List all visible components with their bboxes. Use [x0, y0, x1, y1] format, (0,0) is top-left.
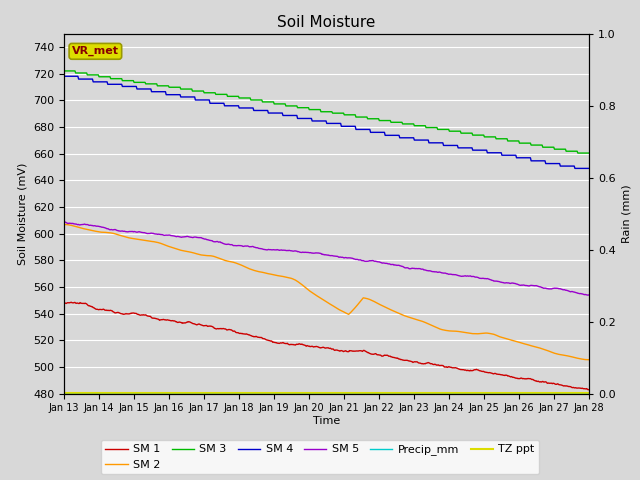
- SM 5: [585, 292, 593, 298]
- Precip_mm: [585, 391, 593, 396]
- SM 2: [60, 222, 68, 228]
- Precip_mm: [390, 391, 397, 396]
- SM 2: [70, 223, 77, 229]
- SM 1: [70, 300, 78, 305]
- SM 5: [124, 229, 131, 235]
- Y-axis label: Soil Moisture (mV): Soil Moisture (mV): [17, 162, 28, 265]
- SM 4: [124, 84, 131, 89]
- TZ ppt: [585, 390, 593, 396]
- SM 5: [205, 237, 212, 243]
- SM 1: [391, 355, 399, 360]
- SM 2: [124, 235, 131, 240]
- SM 1: [60, 300, 68, 306]
- SM 5: [405, 266, 413, 272]
- SM 4: [70, 73, 77, 79]
- SM 1: [584, 387, 592, 393]
- Precip_mm: [205, 391, 212, 396]
- SM 3: [70, 68, 77, 74]
- Precip_mm: [70, 391, 77, 396]
- Line: SM 2: SM 2: [64, 225, 589, 360]
- SM 3: [574, 150, 582, 156]
- SM 4: [405, 135, 413, 141]
- Line: SM 5: SM 5: [64, 222, 589, 295]
- TZ ppt: [124, 390, 131, 396]
- Y-axis label: Rain (mm): Rain (mm): [621, 184, 631, 243]
- SM 2: [205, 253, 212, 259]
- TZ ppt: [70, 390, 77, 396]
- SM 2: [585, 357, 593, 362]
- SM 1: [585, 387, 593, 393]
- TZ ppt: [205, 390, 212, 396]
- Precip_mm: [60, 391, 68, 396]
- SM 1: [67, 300, 75, 305]
- SM 3: [585, 150, 593, 156]
- TZ ppt: [60, 390, 68, 396]
- TZ ppt: [390, 390, 397, 396]
- Line: SM 3: SM 3: [64, 71, 589, 153]
- SM 4: [571, 166, 579, 171]
- SM 4: [60, 73, 68, 79]
- TZ ppt: [177, 390, 184, 396]
- SM 1: [178, 320, 186, 325]
- SM 5: [177, 234, 184, 240]
- Precip_mm: [177, 391, 184, 396]
- SM 3: [390, 120, 397, 125]
- SM 5: [584, 292, 592, 298]
- SM 3: [177, 86, 184, 92]
- SM 4: [177, 94, 184, 100]
- SM 1: [124, 311, 132, 317]
- SM 5: [60, 219, 68, 225]
- SM 3: [60, 68, 68, 74]
- Title: Soil Moisture: Soil Moisture: [277, 15, 376, 30]
- SM 3: [205, 90, 212, 96]
- Text: VR_met: VR_met: [72, 46, 119, 57]
- SM 2: [177, 247, 184, 253]
- Precip_mm: [405, 391, 413, 396]
- SM 1: [205, 324, 213, 329]
- SM 3: [124, 78, 131, 84]
- SM 2: [390, 308, 397, 314]
- SM 1: [406, 358, 414, 364]
- X-axis label: Time: Time: [313, 416, 340, 426]
- SM 2: [405, 314, 413, 320]
- SM 5: [390, 262, 397, 268]
- SM 5: [70, 221, 77, 227]
- SM 4: [585, 166, 593, 171]
- SM 4: [205, 97, 212, 103]
- Legend: SM 1, SM 2, SM 3, SM 4, SM 5, Precip_mm, TZ ppt: SM 1, SM 2, SM 3, SM 4, SM 5, Precip_mm,…: [101, 440, 539, 474]
- SM 3: [405, 121, 413, 127]
- Line: SM 4: SM 4: [64, 76, 589, 168]
- TZ ppt: [405, 390, 413, 396]
- SM 4: [390, 132, 397, 138]
- Precip_mm: [124, 391, 131, 396]
- Line: SM 1: SM 1: [64, 302, 589, 390]
